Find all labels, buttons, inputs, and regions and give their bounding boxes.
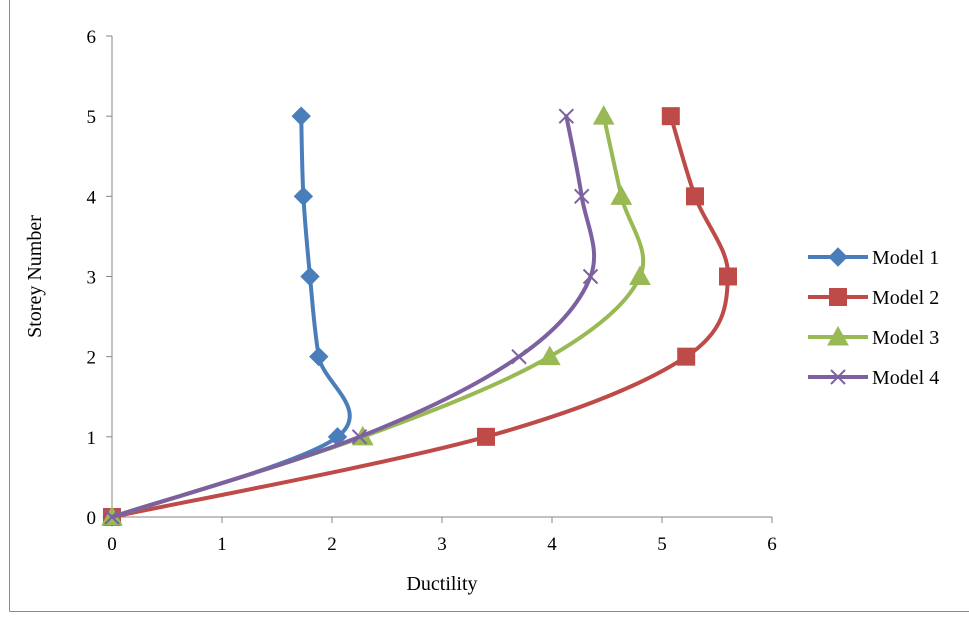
legend-item-2: Model 2 bbox=[808, 287, 939, 309]
series-1-line bbox=[110, 114, 352, 519]
y-tick-label: 0 bbox=[87, 508, 97, 529]
x-tick-label: 3 bbox=[437, 534, 447, 555]
x-tick-label: 0 bbox=[107, 534, 117, 555]
y-axis-title: Storey Number bbox=[24, 215, 46, 338]
series-4-point-1 bbox=[351, 429, 368, 445]
x-tick-label: 5 bbox=[657, 534, 667, 555]
legend-label-3: Model 3 bbox=[872, 327, 939, 349]
y-tick-label: 5 bbox=[87, 107, 97, 128]
series-4-point-2 bbox=[511, 348, 527, 365]
legend-item-3: Model 3 bbox=[808, 325, 939, 349]
x-tick-label: 6 bbox=[767, 534, 777, 555]
series-4-point-2-stroke-b bbox=[511, 348, 527, 365]
series-4-point-4 bbox=[573, 188, 590, 205]
legend-label-2: Model 2 bbox=[872, 287, 939, 309]
x-tick-label: 4 bbox=[547, 534, 557, 555]
series-4-point-0-stroke-b bbox=[104, 509, 120, 525]
y-tick-label: 2 bbox=[87, 348, 97, 369]
series-1-point-3 bbox=[300, 266, 320, 287]
series-4-point-0 bbox=[104, 509, 120, 525]
series-2-point-5 bbox=[661, 107, 680, 126]
series-4-point-5 bbox=[558, 108, 575, 124]
series-2-point-3 bbox=[719, 267, 737, 286]
legend-swatch-marker-4 bbox=[830, 369, 846, 385]
y-tick-label: 6 bbox=[87, 27, 97, 48]
x-tick-label: 2 bbox=[327, 534, 337, 555]
legend-label-4: Model 4 bbox=[872, 367, 939, 389]
series-1-point-4 bbox=[293, 186, 314, 207]
series-2-point-4 bbox=[686, 187, 704, 206]
series-3-point-3 bbox=[629, 265, 651, 285]
series-3-point-5 bbox=[592, 105, 615, 125]
series-1-point-2 bbox=[309, 346, 329, 367]
x-tick-label: 1 bbox=[217, 534, 227, 555]
series-2-point-1 bbox=[477, 427, 495, 446]
series-2-group bbox=[103, 107, 737, 526]
legend-swatch-marker-4-stroke-b bbox=[830, 369, 846, 385]
legend-item-1: Model 1 bbox=[808, 247, 939, 269]
y-tick-label: 4 bbox=[87, 187, 97, 208]
legend-item-4: Model 4 bbox=[808, 367, 939, 389]
legend-label-1: Model 1 bbox=[872, 247, 939, 269]
series-3-point-2 bbox=[538, 345, 561, 366]
y-tick-label: 1 bbox=[87, 428, 97, 449]
legend-swatch-marker-2 bbox=[829, 288, 847, 306]
legend-swatch-marker-1 bbox=[828, 247, 848, 267]
x-axis-title: Ductility bbox=[406, 573, 477, 595]
series-4-point-3-stroke-b bbox=[582, 268, 599, 285]
series-4-line bbox=[110, 114, 596, 519]
series-2-point-2 bbox=[677, 347, 696, 366]
series-1-point-5 bbox=[291, 106, 311, 126]
series-4-group bbox=[104, 108, 599, 525]
series-4-point-5-stroke-b bbox=[558, 108, 575, 124]
series-1-group bbox=[102, 106, 352, 527]
series-4-point-1-stroke-b bbox=[351, 429, 368, 445]
series-4-point-4-stroke-b bbox=[573, 188, 590, 205]
series-4-point-3 bbox=[582, 268, 599, 285]
series-2-line bbox=[110, 114, 731, 519]
y-tick-label: 3 bbox=[87, 268, 97, 289]
series-3-point-4 bbox=[610, 185, 633, 205]
legend-swatch-marker-3 bbox=[827, 325, 849, 346]
